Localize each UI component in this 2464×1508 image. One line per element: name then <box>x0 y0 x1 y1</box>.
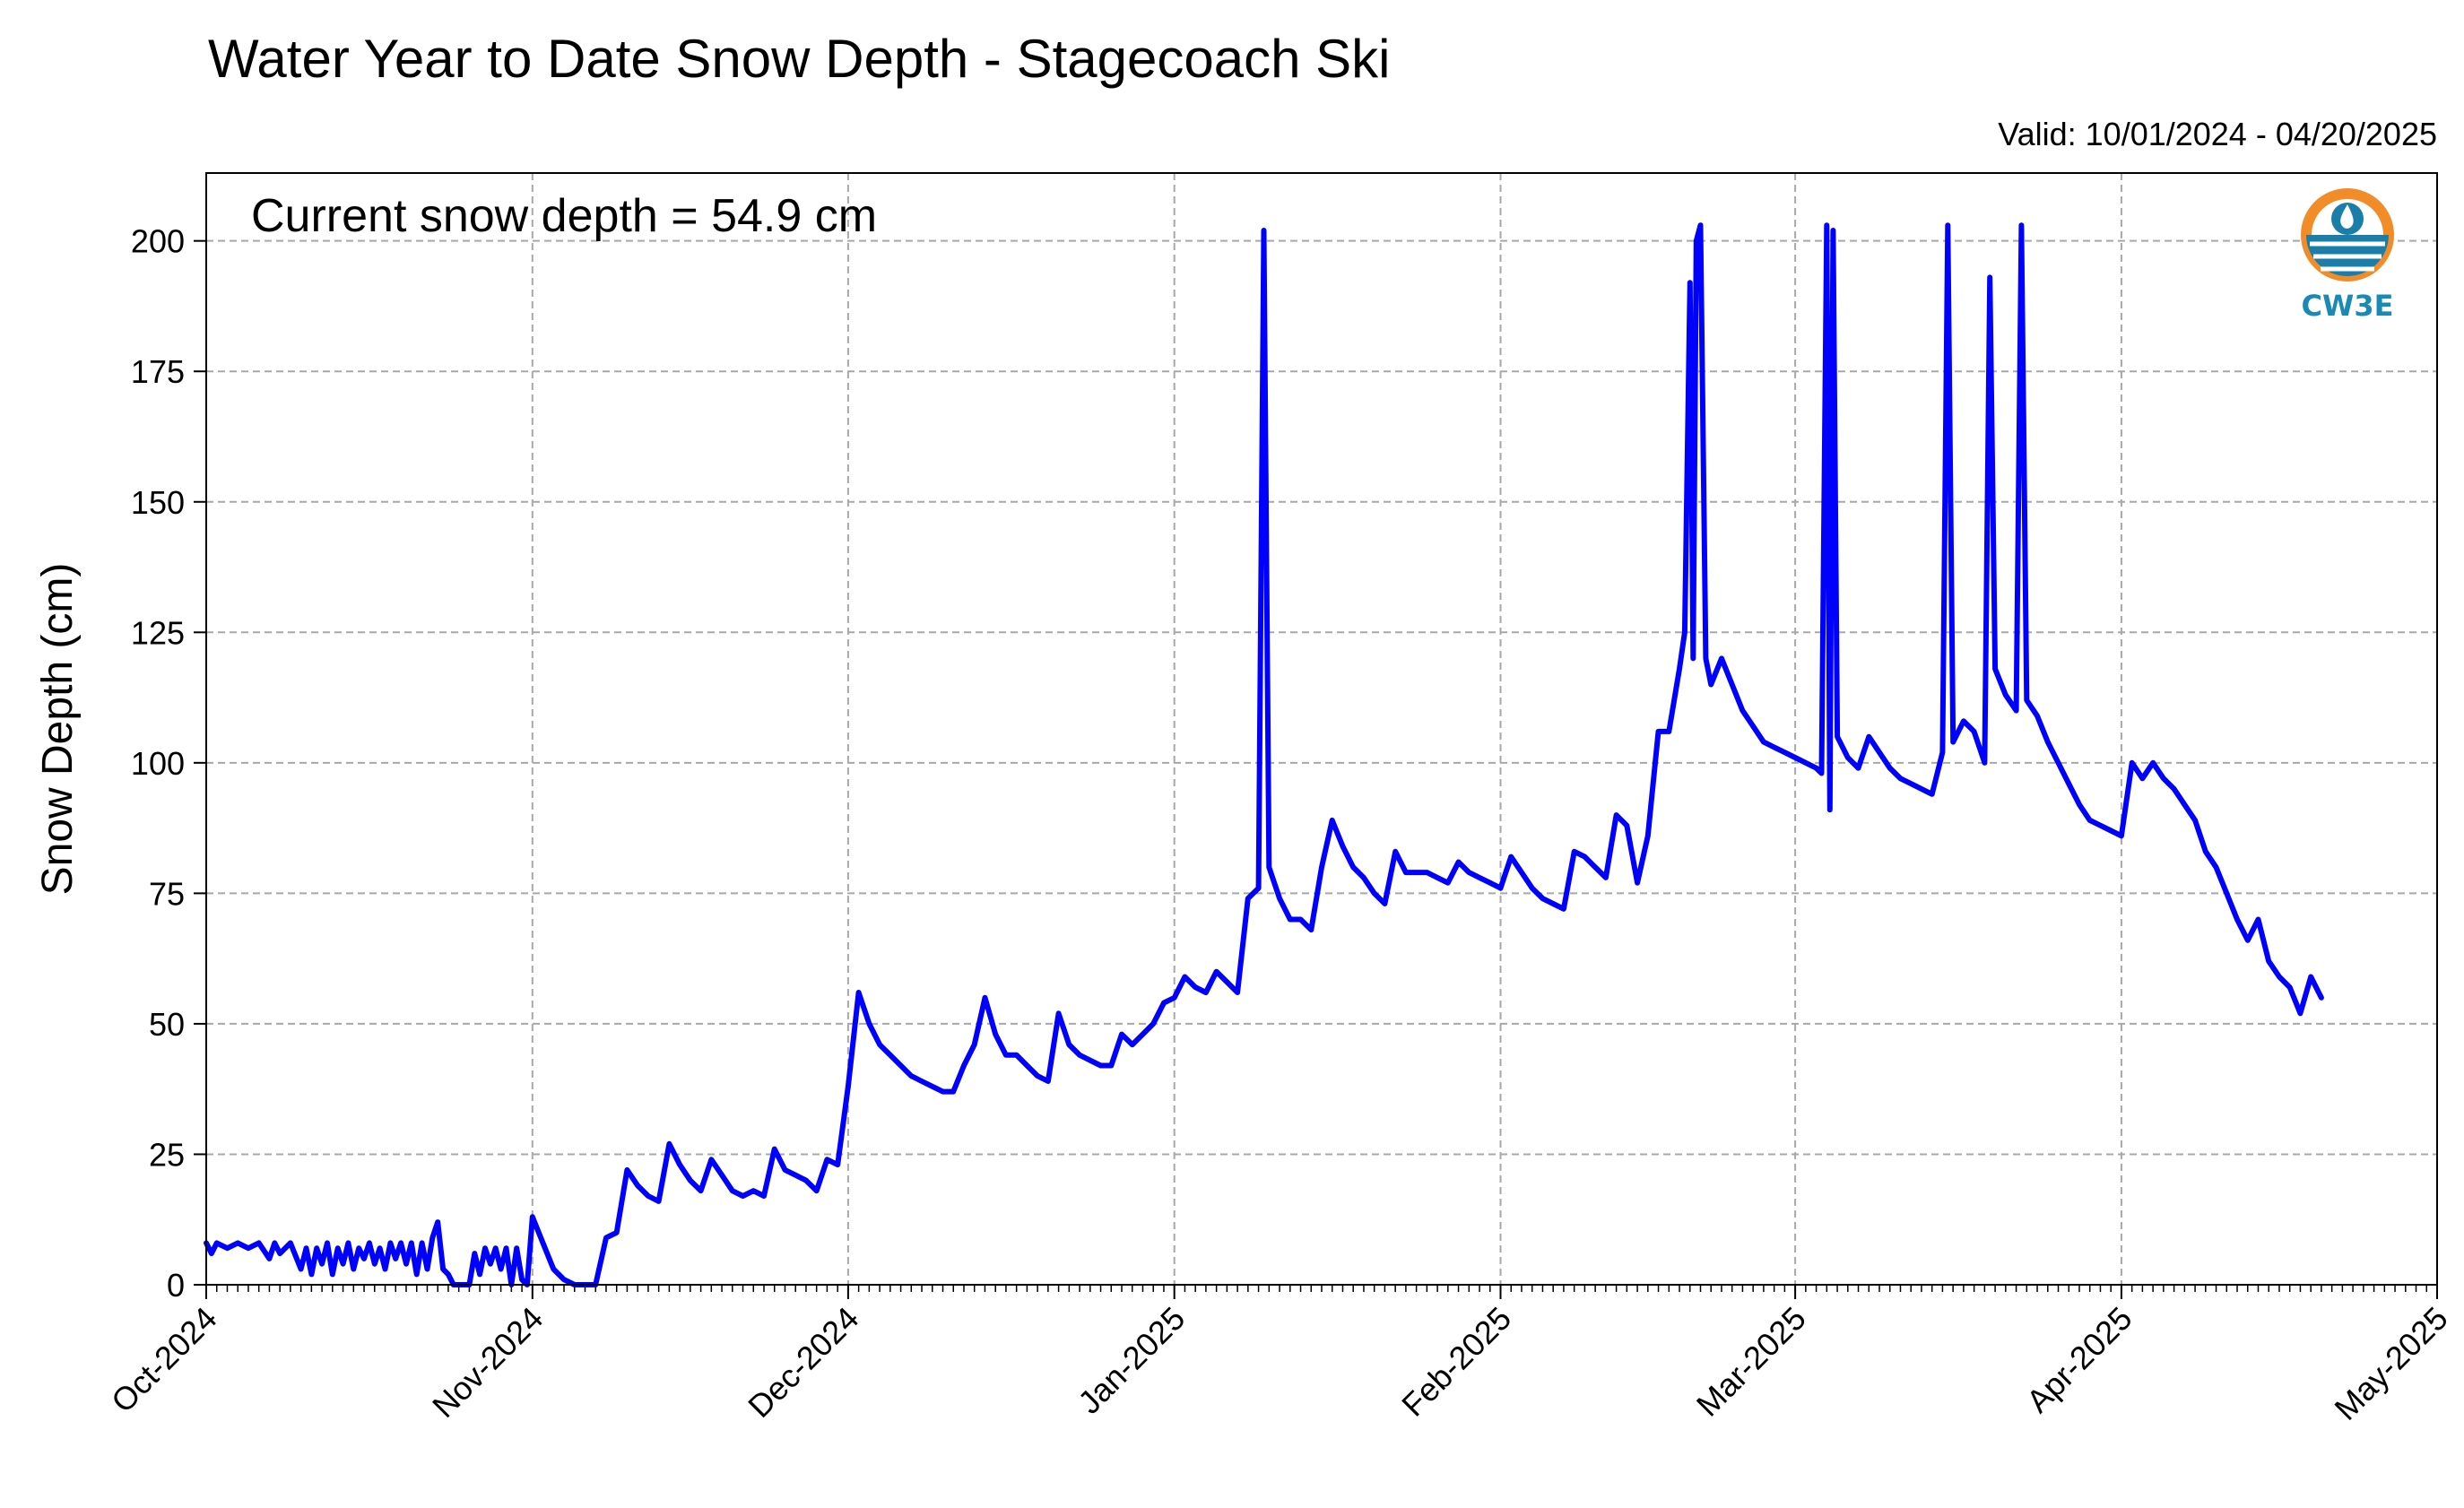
y-tick-label: 50 <box>149 1006 185 1043</box>
y-tick-label: 75 <box>149 875 185 912</box>
current-depth-annotation: Current snow depth = 54.9 cm <box>251 190 877 242</box>
x-tick-label: Nov-2024 <box>425 1300 550 1425</box>
cw3e-logo: CW3E <box>2301 188 2394 323</box>
y-tick-label: 150 <box>131 484 185 521</box>
x-tick-label: Mar-2025 <box>1689 1300 1813 1424</box>
y-tick-label: 200 <box>131 223 185 260</box>
plot-frame <box>205 172 2438 1286</box>
x-tick-label: May-2025 <box>2327 1300 2454 1427</box>
x-tick-label: Jan-2025 <box>1071 1300 1192 1421</box>
x-tick-label: Feb-2025 <box>1394 1300 1518 1424</box>
y-tick-label: 100 <box>131 745 185 782</box>
y-tick-label: 125 <box>131 614 185 651</box>
chart-subtitle: Valid: 10/01/2024 - 04/20/2025 <box>1998 116 2437 152</box>
y-axis-label: Snow Depth (cm) <box>34 563 82 896</box>
snow-depth-line <box>204 222 2324 1287</box>
y-tick-label: 175 <box>131 353 185 390</box>
y-tick-label: 0 <box>167 1267 185 1304</box>
grid-lines <box>205 173 2438 1286</box>
x-axis: Oct-2024 Nov-2024 Dec-2024 Jan-2025 Feb-2025… <box>104 1285 2455 1427</box>
water-drop-logo-icon <box>2301 188 2394 282</box>
y-axis: 0 25 50 75 100 125 150 175 200 <box>131 223 206 1304</box>
cw3e-logo-text: CW3E <box>2302 289 2394 323</box>
x-minor-ticks <box>205 1285 2438 1292</box>
y-tick-label: 25 <box>149 1136 185 1173</box>
x-tick-label: Apr-2025 <box>2019 1300 2139 1420</box>
x-tick-label: Oct-2024 <box>104 1300 224 1420</box>
chart-title: Water Year to Date Snow Depth - Stagecoa… <box>208 29 1391 89</box>
x-tick-label: Dec-2024 <box>741 1300 865 1425</box>
